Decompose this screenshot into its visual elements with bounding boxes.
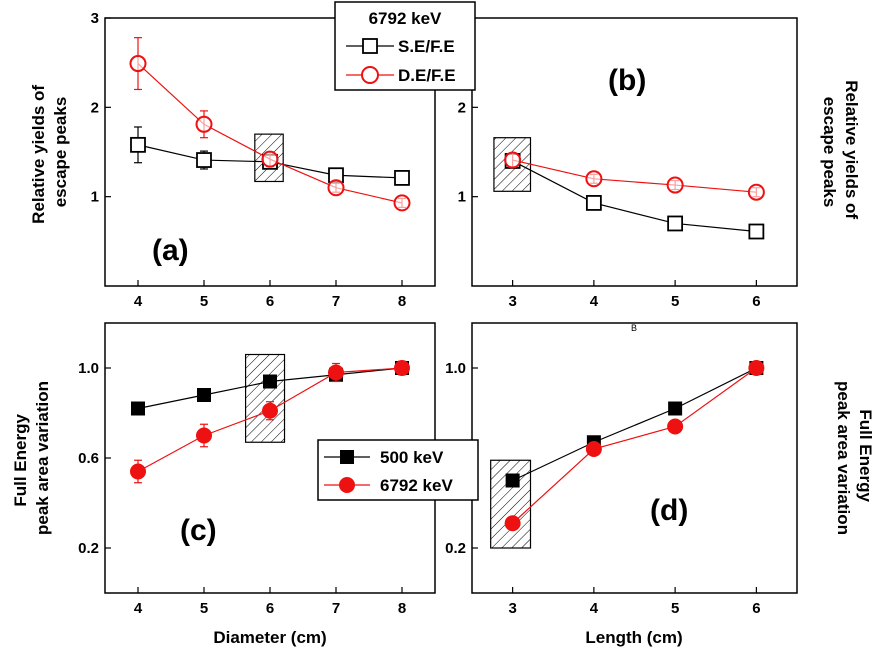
point-b-d-e-f-e (504, 151, 522, 169)
y-tick-label-c: 0.6 (78, 450, 99, 467)
point-c-6792-kev (394, 360, 410, 376)
x-tick-label-d: 4 (590, 600, 599, 617)
point-b-s-e-f-e (585, 195, 602, 211)
legend-top-marker-se (362, 38, 378, 54)
point-c-6792-kev (262, 402, 278, 419)
y-tick-label-d: 1.0 (445, 360, 466, 377)
x-label-length: Length (cm) (585, 628, 682, 647)
y-tick-label-c: 1.0 (78, 360, 99, 377)
y-tick-label-a: 3 (91, 10, 99, 27)
x-tick-label-a: 4 (134, 293, 143, 310)
legend-top-label-se: S.E/F.E (398, 37, 455, 56)
x-tick-label-c: 5 (200, 600, 208, 617)
point-a-d-e-f-e (261, 150, 279, 168)
point-b-s-e-f-e (667, 215, 684, 232)
point-a-d-e-f-e (129, 55, 147, 73)
x-tick-label-b: 6 (752, 293, 760, 310)
series-line-b-s-e-f-e (512, 160, 757, 233)
point-c-6792-kev (130, 463, 146, 480)
y-tick-label-d: 0.2 (445, 540, 466, 557)
point-a-d-e-f-e (393, 194, 411, 212)
panel-b-axes (471, 17, 798, 287)
legend-bottom-marker-6792 (339, 477, 355, 493)
y-label-c-line2: peak area variation (33, 381, 52, 535)
y-tick-label-b: 2 (458, 99, 466, 116)
y-label-d-line1: Full Energy (856, 409, 875, 502)
series-line-b-d-e-f-e (512, 159, 757, 193)
y-label-b-line2: escape peaks (820, 97, 839, 208)
x-tick-label-c: 6 (266, 600, 274, 617)
point-c-6792-kev (196, 427, 212, 444)
x-tick-label-d: 3 (508, 600, 516, 617)
series-line-d-500-kev (512, 367, 757, 482)
y-tick-label-a: 1 (91, 189, 99, 206)
legend-bottom-label-500: 500 keV (380, 448, 444, 467)
panel-label-d: (d) (650, 494, 688, 527)
y-label-a: Relative yields of escape peaks (29, 80, 70, 224)
y-label-d: Full Energy peak area variation (834, 381, 875, 535)
point-d-6792-kev (667, 418, 684, 435)
point-b-d-e-f-e (585, 170, 603, 188)
point-c-500-kev (263, 374, 277, 389)
y-label-c: Full Energy peak area variation (11, 381, 52, 535)
point-b-d-e-f-e (666, 176, 684, 194)
highlight-box-c (244, 353, 286, 443)
x-tick-label-a: 7 (332, 293, 340, 310)
x-tick-label-c: 7 (332, 600, 340, 617)
point-a-d-e-f-e (327, 179, 345, 197)
x-tick-label-d: 6 (752, 600, 760, 617)
point-c-500-kev (131, 401, 145, 416)
y-label-a-line2: escape peaks (51, 97, 70, 208)
legend-top: 6792 keV S.E/F.E D.E/F.E (334, 1, 476, 91)
point-d-500-kev (668, 401, 683, 416)
legend-top-title: 6792 keV (369, 9, 442, 28)
x-tick-label-a: 6 (266, 293, 274, 310)
point-a-s-e-f-e (394, 170, 410, 186)
legend-top-label-de: D.E/F.E (398, 66, 456, 85)
point-d-6792-kev (585, 441, 602, 457)
x-tick-label-d: 5 (671, 600, 679, 617)
stray-mark: B (631, 323, 637, 333)
point-c-500-kev (197, 388, 211, 402)
panel-d-axes (471, 322, 798, 594)
x-tick-label-c: 8 (398, 600, 406, 617)
legend-bottom-label-6792: 6792 keV (380, 476, 453, 495)
x-tick-label-a: 8 (398, 293, 406, 310)
y-tick-label-c: 0.2 (78, 540, 99, 557)
y-tick-label-b: 1 (458, 189, 466, 206)
y-label-b-line1: Relative yields of (842, 80, 861, 219)
point-d-500-kev (505, 473, 520, 488)
x-tick-label-a: 5 (200, 293, 208, 310)
y-label-c-line1: Full Energy (11, 414, 30, 507)
point-d-6792-kev (504, 515, 521, 532)
point-b-d-e-f-e (747, 183, 765, 201)
panel-label-b: (b) (608, 64, 646, 97)
panel-label-c: (c) (180, 514, 217, 547)
series-line-d-6792-kev (512, 367, 757, 524)
y-label-d-line2: peak area variation (834, 381, 853, 535)
x-tick-label-b: 4 (590, 293, 599, 310)
y-label-b: Relative yields of escape peaks (820, 80, 861, 224)
x-tick-label-b: 5 (671, 293, 679, 310)
point-a-d-e-f-e (195, 115, 213, 133)
y-tick-label-a: 2 (91, 99, 99, 116)
legend-bottom-marker-500 (340, 450, 354, 464)
point-b-s-e-f-e (748, 223, 765, 240)
point-a-s-e-f-e (130, 136, 146, 153)
x-tick-label-b: 3 (508, 293, 516, 310)
highlight-box-d (490, 459, 532, 549)
legend-top-marker-de (361, 66, 379, 84)
y-label-a-line1: Relative yields of (29, 85, 48, 224)
panel-label-a: (a) (152, 234, 189, 267)
point-a-s-e-f-e (196, 152, 212, 168)
point-d-6792-kev (748, 360, 765, 376)
point-c-6792-kev (328, 364, 344, 381)
x-tick-label-c: 4 (134, 600, 143, 617)
legend-bottom: 500 keV 6792 keV (317, 439, 479, 501)
x-label-diameter: Diameter (cm) (213, 628, 326, 647)
